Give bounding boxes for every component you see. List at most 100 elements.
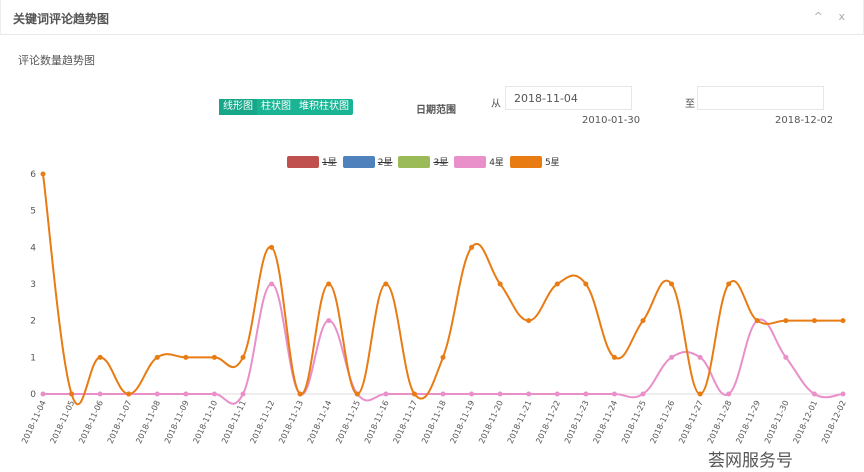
data-point	[811, 318, 817, 324]
data-point	[440, 391, 446, 397]
data-point	[40, 171, 46, 177]
chart-legend: 1星 2星 3星 4星 5星	[287, 155, 566, 168]
data-point	[697, 354, 703, 360]
data-point	[326, 318, 332, 324]
data-point	[126, 391, 132, 397]
data-point	[583, 391, 589, 397]
x-tick-label: 2018-11-18	[420, 399, 448, 445]
x-tick-label: 2018-11-24	[591, 399, 619, 445]
from-date-input[interactable]: 2018-11-04	[505, 86, 632, 110]
x-tick-label: 2018-11-23	[563, 399, 591, 445]
x-tick-label: 2018-11-12	[249, 399, 277, 445]
data-point	[497, 391, 503, 397]
data-point	[811, 391, 817, 397]
chart-subtitle: 评论数量趋势图	[18, 54, 95, 67]
x-tick-label: 2018-11-19	[449, 399, 477, 445]
x-tick-label: 2018-11-30	[763, 399, 791, 445]
x-tick-label: 2018-11-14	[306, 399, 334, 445]
data-point	[497, 281, 503, 287]
data-point	[211, 391, 217, 397]
data-point	[783, 318, 789, 324]
panel-header: 关键词评论趋势图 ^ x	[0, 0, 864, 35]
bar-chart-button[interactable]: 柱状图	[261, 101, 291, 112]
x-tick-label: 2018-11-08	[134, 399, 162, 445]
data-point	[783, 354, 789, 360]
x-tick-label: 2018-11-09	[163, 399, 191, 445]
to-date-input[interactable]	[697, 86, 824, 110]
data-point	[440, 354, 446, 360]
y-tick-label: 6	[30, 170, 36, 180]
data-point	[640, 318, 646, 324]
x-tick-label: 2018-11-04	[20, 399, 48, 445]
data-point	[611, 391, 617, 397]
legend-item-1star[interactable]: 1星	[287, 155, 337, 168]
data-point	[554, 391, 560, 397]
data-point	[154, 391, 160, 397]
legend-item-5star[interactable]: 5星	[509, 155, 560, 168]
data-point	[469, 391, 475, 397]
data-point	[526, 391, 532, 397]
data-point	[640, 391, 646, 397]
data-point	[726, 281, 732, 287]
panel-title: 关键词评论趋势图	[13, 12, 110, 26]
legend-item-2star[interactable]: 2星	[342, 155, 392, 168]
data-point	[840, 318, 846, 324]
data-point	[297, 391, 303, 397]
legend-item-3star[interactable]: 3星	[398, 155, 448, 168]
x-tick-label: 2018-11-07	[106, 399, 134, 445]
x-tick-label: 2018-11-13	[277, 399, 305, 445]
y-tick-label: 5	[30, 207, 36, 217]
data-point	[611, 354, 617, 360]
from-min-date: 2010-01-30	[582, 115, 641, 126]
data-point	[583, 281, 589, 287]
data-point	[526, 318, 532, 324]
x-tick-label: 2018-11-11	[220, 399, 248, 445]
y-tick-label: 0	[30, 390, 36, 400]
y-tick-label: 2	[30, 317, 36, 327]
data-point	[726, 391, 732, 397]
x-tick-label: 2018-11-10	[191, 399, 219, 445]
data-point	[183, 354, 189, 360]
data-point	[69, 391, 75, 397]
y-tick-label: 4	[30, 243, 36, 253]
date-range-label: 日期范围	[416, 105, 456, 116]
x-tick-label: 2018-11-21	[506, 399, 534, 445]
to-label: 至	[685, 99, 695, 110]
to-max-date: 2018-12-02	[775, 115, 834, 126]
x-tick-label: 2018-11-22	[534, 399, 562, 445]
line-chart-button[interactable]: 线形图	[219, 99, 257, 115]
x-tick-label: 2018-11-25	[620, 399, 648, 445]
data-point	[383, 281, 389, 287]
legend-item-4star[interactable]: 4星	[454, 155, 504, 168]
data-point	[754, 318, 760, 324]
watermark: 荟网服务号	[708, 451, 793, 471]
x-tick-label: 2018-11-16	[363, 399, 391, 445]
data-point	[669, 354, 675, 360]
data-point	[240, 391, 246, 397]
x-tick-label: 2018-12-02	[820, 399, 848, 445]
x-tick-label: 2018-11-26	[649, 399, 677, 445]
collapse-close-controls[interactable]: ^ x	[813, 10, 851, 23]
x-tick-label: 2018-11-28	[706, 399, 734, 445]
chart-type-group: 线形图 柱状图 堆积柱状图	[219, 99, 353, 115]
data-point	[469, 244, 475, 250]
x-tick-label: 2018-11-06	[77, 399, 105, 445]
data-point	[40, 391, 46, 397]
stacked-bar-button[interactable]: 堆积柱状图	[299, 101, 349, 112]
series-line-5星	[42, 173, 843, 406]
data-point	[97, 391, 103, 397]
x-tick-label: 2018-11-29	[734, 399, 762, 445]
data-point	[240, 354, 246, 360]
from-label: 从	[491, 99, 501, 110]
x-tick-label: 2018-11-27	[677, 399, 705, 445]
x-tick-label: 2018-11-17	[391, 399, 419, 445]
y-tick-label: 1	[30, 353, 36, 363]
x-tick-label: 2018-12-01	[791, 399, 819, 445]
x-tick-label: 2018-11-15	[334, 399, 362, 445]
data-point	[97, 354, 103, 360]
x-tick-label: 2018-11-05	[49, 399, 77, 445]
data-point	[411, 391, 417, 397]
data-point	[269, 244, 275, 250]
data-point	[354, 391, 360, 397]
